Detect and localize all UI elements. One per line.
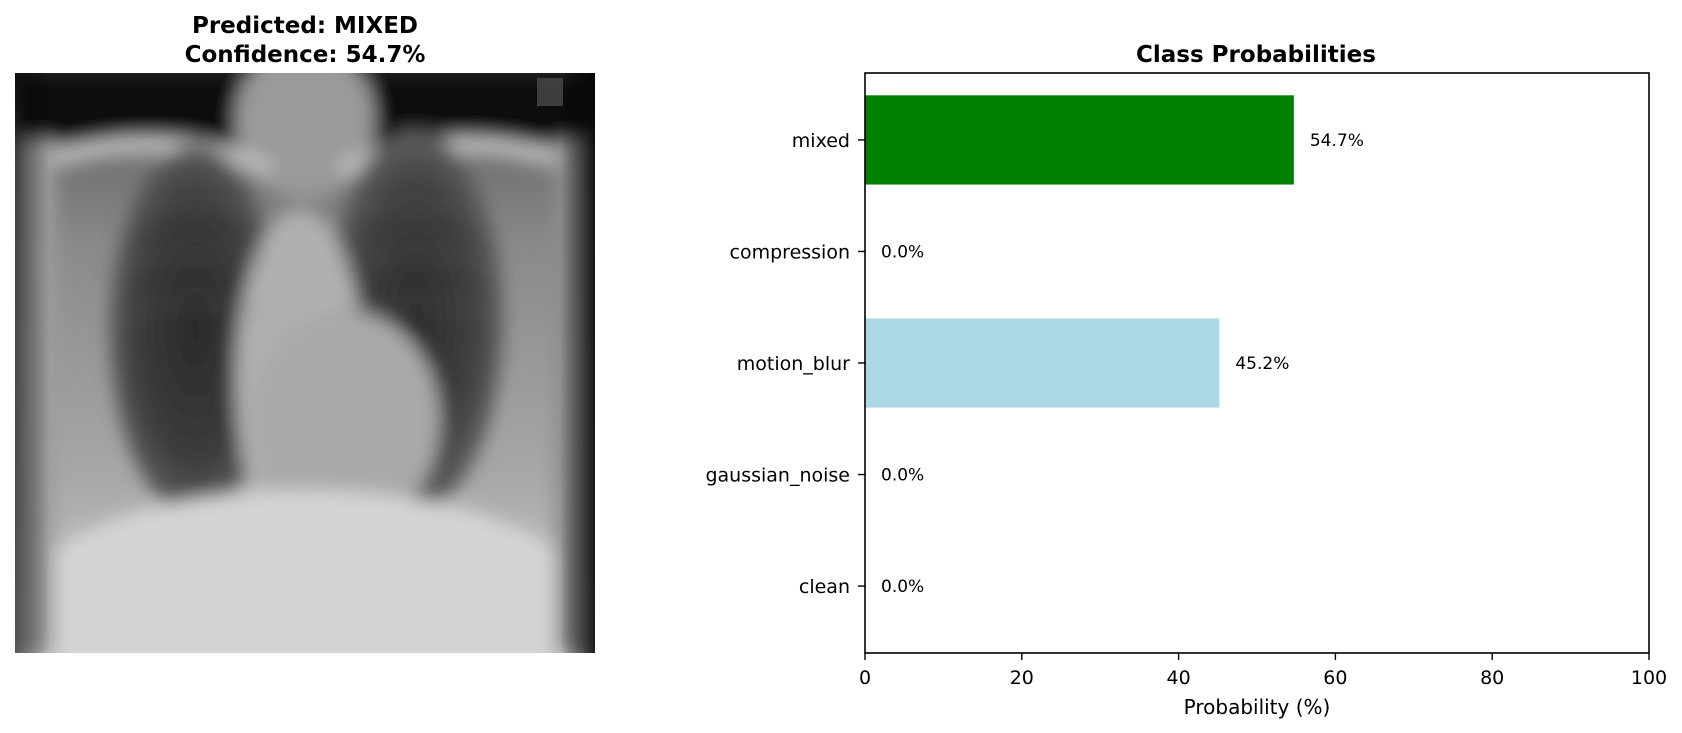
- x-tick-label-60: 60: [1323, 667, 1347, 689]
- y-tick-label-motion_blur: motion_blur: [737, 353, 850, 375]
- image-title-predicted: Predicted: MIXED: [192, 13, 418, 39]
- bars-layer: [865, 95, 1294, 408]
- value-labels-layer: 0.0% 0.0% 45.2% 0.0% 54.7%: [881, 131, 1364, 597]
- x-tick-label-20: 20: [1010, 667, 1034, 689]
- value-label-motion_blur: 45.2%: [1235, 354, 1289, 374]
- value-label-gaussian_noise: 0.0%: [881, 466, 924, 486]
- x-tick-label-100: 100: [1631, 667, 1667, 689]
- x-tick-label-40: 40: [1167, 667, 1191, 689]
- y-tick-label-compression: compression: [730, 241, 850, 263]
- y-tick-label-gaussian_noise: gaussian_noise: [705, 465, 850, 487]
- x-axis-label: Probability (%): [1184, 695, 1331, 719]
- x-tick-label-80: 80: [1480, 667, 1504, 689]
- value-label-clean: 0.0%: [881, 577, 924, 597]
- bar-mixed: [865, 95, 1294, 185]
- y-tick-label-clean: clean: [799, 576, 850, 598]
- y-tick-label-mixed: mixed: [792, 130, 850, 152]
- y-axis: clean gaussian_noise motion_blur compressio…: [705, 130, 865, 598]
- bar-motion_blur: [865, 318, 1220, 408]
- chart-title: Class Probabilities: [1136, 42, 1376, 68]
- image-title-confidence: Confidence: 54.7%: [185, 42, 426, 68]
- x-axis: 0 20 40 60 80 100: [859, 653, 1667, 689]
- value-label-compression: 0.0%: [881, 242, 924, 262]
- value-label-mixed: 54.7%: [1310, 131, 1364, 151]
- x-tick-label-0: 0: [859, 667, 871, 689]
- xray-image: [15, 73, 595, 653]
- bar-chart: Class Probabilities 0.0% 0.0% 45.2% 0.0% 54.…: [705, 42, 1667, 719]
